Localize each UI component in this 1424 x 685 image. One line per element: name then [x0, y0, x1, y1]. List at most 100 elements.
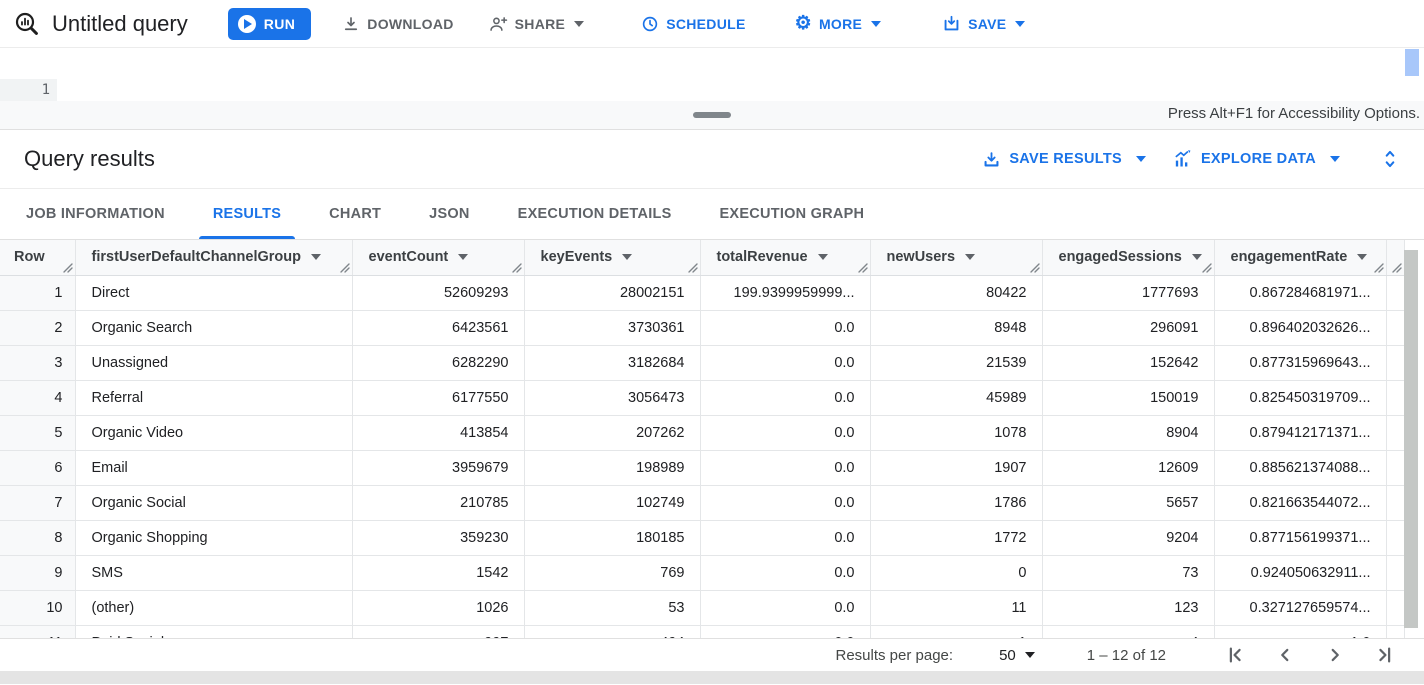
query-toolbar: Untitled query RUN DOWNLOAD SHARE — [0, 0, 1424, 48]
row-number-cell: 2 — [0, 310, 76, 346]
table-cell: 0.0 — [700, 310, 871, 346]
table-cell: 0.885621374088... — [1214, 450, 1387, 486]
column-header-eventCount[interactable]: eventCount — [352, 240, 525, 276]
horizontal-scrollbar-track[interactable] — [0, 671, 1424, 684]
filler-cell — [1386, 625, 1405, 638]
table-cell: 0.0 — [700, 450, 871, 486]
column-menu-caret-icon[interactable] — [622, 254, 633, 261]
table-row: 5 Organic Video 413854 207262 0.0 1078 8904 0.8… — [0, 415, 1405, 451]
share-caret-icon — [574, 20, 585, 27]
filler-cell — [1386, 555, 1405, 591]
table-cell: 53 — [524, 590, 701, 626]
row-number-cell: 9 — [0, 555, 76, 591]
explore-data-button[interactable]: EXPLORE DATA — [1172, 149, 1340, 169]
table-cell: Organic Search — [75, 310, 353, 346]
filler-cell — [1386, 485, 1405, 521]
table-cell: 0.924050632911... — [1214, 555, 1387, 591]
first-page-button[interactable] — [1210, 644, 1260, 666]
table-cell: 6282290 — [352, 345, 525, 381]
tab-execution-graph[interactable]: EXECUTION GRAPH — [696, 189, 889, 239]
column-header-newUsers[interactable]: newUsers — [870, 240, 1043, 276]
table-cell: 0.896402032626... — [1214, 310, 1387, 346]
table-cell: Organic Video — [75, 415, 353, 451]
column-menu-caret-icon[interactable] — [817, 254, 828, 261]
column-menu-caret-icon[interactable] — [965, 254, 976, 261]
tab-results[interactable]: RESULTS — [189, 189, 305, 239]
download-icon — [342, 15, 360, 33]
table-row: 2 Organic Search 6423561 3730361 0.0 8948 2960… — [0, 310, 1405, 346]
results-title: Query results — [24, 146, 155, 171]
table-cell: Referral — [75, 380, 353, 416]
table-cell: 28002151 — [524, 275, 701, 311]
tab-json[interactable]: JSON — [405, 189, 494, 239]
share-button[interactable]: SHARE — [478, 9, 595, 39]
table-vertical-scrollbar[interactable] — [1404, 250, 1418, 628]
previous-page-button[interactable] — [1260, 644, 1310, 666]
row-number-cell: 11 — [0, 625, 76, 638]
table-row: 9 SMS 1542 769 0.0 0 73 0.924050632911... — [0, 555, 1405, 591]
column-header-Row[interactable]: Row — [0, 240, 76, 276]
column-header-engagedSessions[interactable]: engagedSessions — [1042, 240, 1215, 276]
table-cell: 102749 — [524, 485, 701, 521]
table-cell: Direct — [75, 275, 353, 311]
table-cell: 6177550 — [352, 380, 525, 416]
table-cell: 21539 — [870, 345, 1043, 381]
table-header-row: Row firstUserDefaultChannelGroup eventCoun… — [0, 240, 1405, 276]
column-header-engagementRate[interactable]: engagementRate — [1214, 240, 1387, 276]
editor-scrollbar-thumb[interactable] — [1405, 49, 1419, 76]
table-cell: 1777693 — [1042, 275, 1215, 311]
save-caret-icon — [1015, 20, 1026, 27]
table-cell: 494 — [524, 625, 701, 638]
tab-execution-details[interactable]: EXECUTION DETAILS — [494, 189, 696, 239]
next-page-button[interactable] — [1310, 644, 1360, 666]
table-cell: 0.0 — [700, 520, 871, 556]
column-header-totalRevenue[interactable]: totalRevenue — [700, 240, 871, 276]
chart-icon — [1172, 149, 1193, 169]
splitter-drag-handle[interactable] — [693, 112, 731, 118]
table-body: 1 Direct 52609293 28002151 199.9399959999...… — [0, 275, 1405, 638]
schedule-button[interactable]: SCHEDULE — [631, 9, 755, 39]
filler-cell — [1386, 310, 1405, 346]
save-button[interactable]: SAVE — [932, 8, 1035, 39]
table-cell: 152642 — [1042, 345, 1215, 381]
more-caret-icon — [871, 20, 882, 27]
table-row: 11Paid Social9974940.0141.0 — [0, 625, 1405, 638]
column-header-keyEvents[interactable]: keyEvents — [524, 240, 701, 276]
column-menu-caret-icon[interactable] — [1191, 254, 1202, 261]
person-add-icon — [488, 15, 508, 33]
table-cell: 0.877156199371... — [1214, 520, 1387, 556]
column-menu-caret-icon[interactable] — [1357, 254, 1368, 261]
save-results-button[interactable]: SAVE RESULTS — [982, 150, 1146, 169]
download-button[interactable]: DOWNLOAD — [332, 9, 463, 39]
column-menu-caret-icon[interactable] — [310, 254, 321, 261]
run-button[interactable]: RUN — [227, 7, 312, 40]
table-cell: 0.0 — [700, 625, 871, 638]
last-page-button[interactable] — [1360, 644, 1396, 666]
table-cell: 296091 — [1042, 310, 1215, 346]
results-tabs: JOB INFORMATION RESULTS CHART JSON EXECUTION… — [0, 189, 1424, 240]
table-cell: 3959679 — [352, 450, 525, 486]
tab-chart[interactable]: CHART — [305, 189, 405, 239]
table-cell: 8948 — [870, 310, 1043, 346]
sql-editor[interactable]: 1 SELECT * FROM `demo.demoset.user_acqui… — [0, 48, 1424, 120]
column-menu-caret-icon[interactable] — [458, 254, 469, 261]
results-pager: Results per page: 50 1 – 12 of 12 — [0, 638, 1424, 671]
table-cell: 4 — [1042, 625, 1215, 638]
results-per-page-label: Results per page: — [835, 646, 954, 664]
expand-panel-icon[interactable] — [1380, 148, 1400, 170]
table-cell: Paid Social — [75, 625, 353, 638]
tab-job-information[interactable]: JOB INFORMATION — [2, 189, 189, 239]
gear-icon: ⚙ — [794, 13, 812, 34]
column-header-firstUserDefaultChannelGroup[interactable]: firstUserDefaultChannelGroup — [75, 240, 353, 276]
save-results-caret-icon — [1135, 156, 1146, 162]
table-cell: 359230 — [352, 520, 525, 556]
table-row: 7 Organic Social 210785 102749 0.0 1786 5657 0.… — [0, 485, 1405, 521]
table-row: 8 Organic Shopping 359230 180185 0.0 1772 9204… — [0, 520, 1405, 556]
table-cell: 9204 — [1042, 520, 1215, 556]
row-number-cell: 3 — [0, 345, 76, 381]
page-size-select[interactable]: 50 — [999, 647, 1035, 664]
table-cell: 52609293 — [352, 275, 525, 311]
more-button[interactable]: ⚙ MORE — [785, 8, 892, 39]
table-cell: 3730361 — [524, 310, 701, 346]
explore-data-caret-icon — [1330, 156, 1340, 162]
